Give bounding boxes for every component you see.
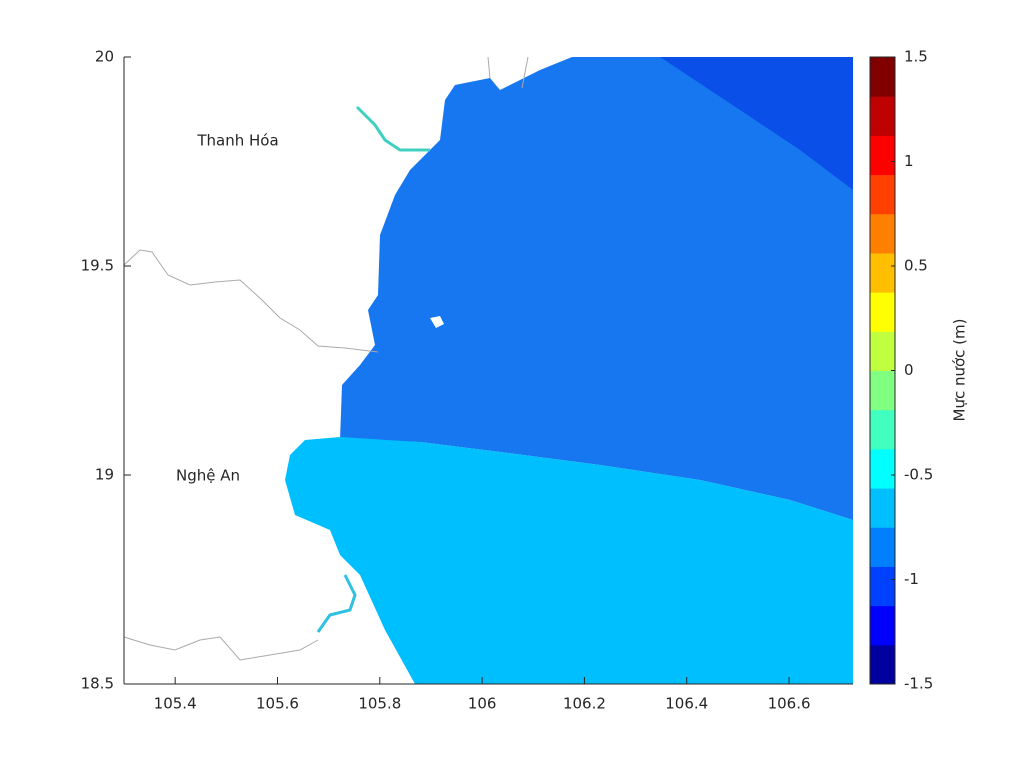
- colorbar-swatch: [870, 370, 895, 411]
- x-tick-label: 106: [468, 695, 497, 713]
- region-label: Thanh Hóa: [196, 132, 278, 150]
- colorbar-swatch: [870, 448, 895, 489]
- colorbar-label: Mực nước (m): [951, 319, 969, 422]
- colorbar-tick-label: 0: [904, 361, 914, 379]
- colorbar-swatch: [870, 174, 895, 215]
- x-tick-label: 106.2: [563, 695, 606, 713]
- colorbar-swatch: [870, 135, 895, 176]
- y-tick-label: 18.5: [81, 675, 114, 693]
- x-tick-label: 106.4: [665, 695, 708, 713]
- x-tick-label: 105.6: [256, 695, 299, 713]
- x-tick-label: 105.8: [358, 695, 401, 713]
- colorbar-swatch: [870, 331, 895, 371]
- colorbar-tick-label: -0.5: [904, 466, 933, 484]
- x-tick-label: 106.6: [768, 695, 811, 713]
- colorbar-tick-label: 1.5: [904, 48, 928, 66]
- colorbar-swatch: [870, 57, 895, 97]
- map-layer: [123, 56, 853, 684]
- region-label: Nghệ An: [176, 467, 240, 485]
- colorbar-swatch: [870, 644, 895, 685]
- colorbar-swatch: [870, 213, 895, 254]
- colorbar-swatch: [870, 566, 895, 607]
- island: [430, 316, 444, 328]
- colorbar-swatch: [870, 409, 895, 450]
- colorbar-tick-label: 1: [904, 152, 914, 170]
- colorbar-swatch: [870, 605, 895, 646]
- province-border: [123, 636, 319, 661]
- y-tick-label: 20: [95, 48, 114, 66]
- colorbar-swatch: [870, 488, 895, 528]
- water-mid: [340, 57, 853, 520]
- colorbar-swatch: [870, 252, 895, 293]
- province-border: [487, 56, 529, 89]
- colorbar-swatch: [870, 292, 895, 332]
- colorbar-swatch: [870, 527, 895, 567]
- province-border: [123, 249, 379, 353]
- water-shallow: [285, 437, 853, 684]
- water-deep: [660, 57, 853, 190]
- colorbar-tick-label: 0.5: [904, 257, 928, 275]
- y-tick-label: 19.5: [81, 257, 114, 275]
- y-tick-label: 19: [95, 466, 114, 484]
- colorbar-swatch: [870, 96, 895, 136]
- x-tick-label: 105.4: [154, 695, 197, 713]
- colorbar-tick-label: -1: [904, 570, 919, 588]
- river: [316, 574, 357, 633]
- river: [355, 105, 430, 152]
- colorbar-tick-label: -1.5: [904, 675, 933, 693]
